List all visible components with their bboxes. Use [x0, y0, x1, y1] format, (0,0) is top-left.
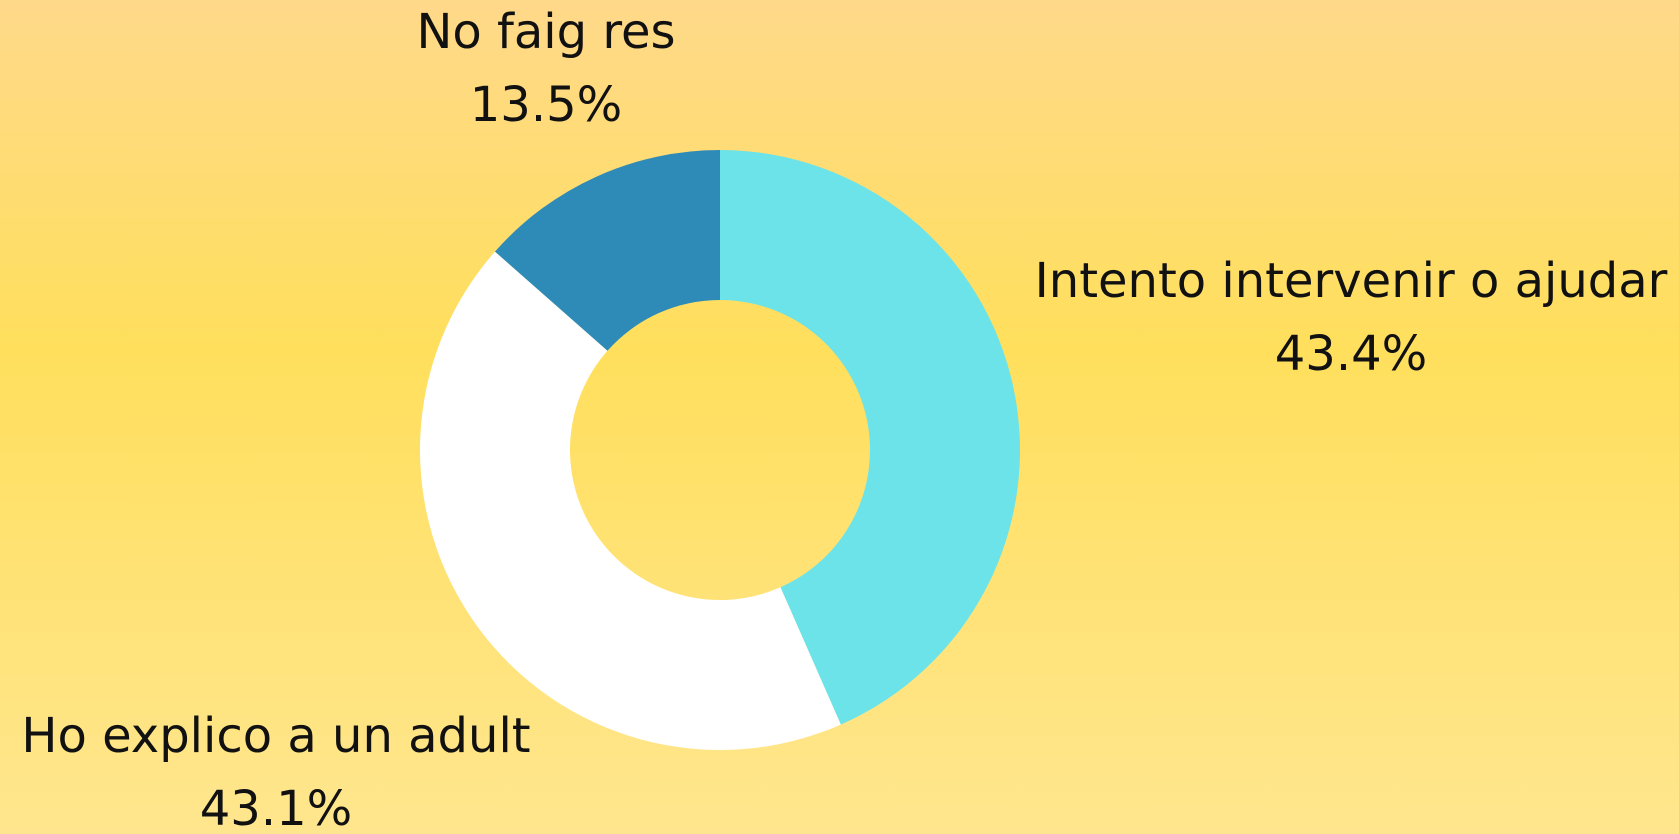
slice-label: No faig res	[416, 4, 675, 60]
slice-value-label: 43.1%	[200, 781, 352, 834]
slice-label: Ho explico a un adult	[21, 708, 530, 764]
slice-label: Intento intervenir o ajudar	[1035, 253, 1668, 309]
donut-slice	[720, 150, 1021, 725]
donut-slice	[494, 150, 720, 351]
donut-slice	[419, 251, 841, 750]
slice-value-label: 13.5%	[470, 77, 622, 133]
slice-value-label: 43.4%	[1275, 326, 1427, 382]
